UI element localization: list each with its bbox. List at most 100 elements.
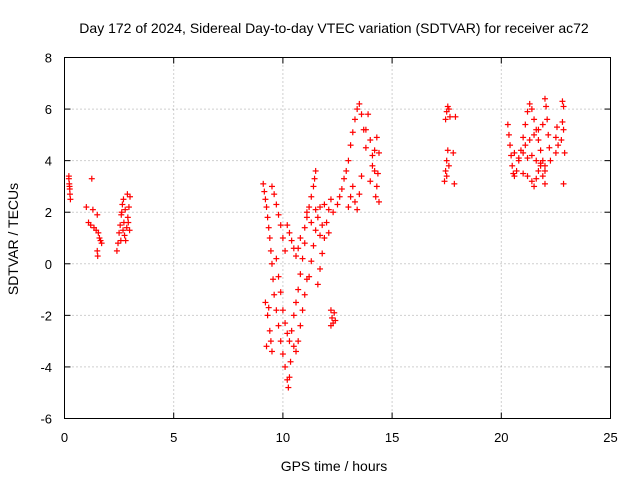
data-point xyxy=(270,276,277,283)
data-point xyxy=(327,307,334,314)
data-point xyxy=(125,219,132,226)
x-tick-label: 10 xyxy=(276,430,290,445)
data-point xyxy=(264,214,271,221)
data-point xyxy=(285,384,292,391)
data-point xyxy=(520,149,527,156)
data-point xyxy=(351,198,358,205)
data-point xyxy=(277,222,284,229)
data-point xyxy=(533,175,540,182)
data-point xyxy=(443,173,450,180)
x-tick-label: 25 xyxy=(603,430,617,445)
data-point xyxy=(87,222,94,229)
data-point xyxy=(303,209,310,216)
data-point xyxy=(125,204,132,211)
data-point xyxy=(509,162,516,169)
data-point xyxy=(365,111,372,118)
data-point xyxy=(452,113,459,120)
data-point xyxy=(504,121,511,128)
data-point xyxy=(531,131,538,138)
data-point xyxy=(267,338,274,345)
data-point xyxy=(544,116,551,123)
data-point xyxy=(522,121,529,128)
data-point xyxy=(268,348,275,355)
data-point xyxy=(560,103,567,110)
data-point xyxy=(546,144,553,151)
data-point xyxy=(261,188,268,195)
data-point xyxy=(358,173,365,180)
data-point xyxy=(511,173,518,180)
data-point xyxy=(293,253,300,260)
data-point xyxy=(290,312,297,319)
data-point xyxy=(319,222,326,229)
data-point xyxy=(308,219,315,226)
data-point xyxy=(539,173,546,180)
x-axis-title: GPS time / hours xyxy=(281,458,388,474)
data-point xyxy=(65,175,72,182)
data-point xyxy=(541,167,548,174)
data-point xyxy=(88,175,95,182)
data-point xyxy=(539,121,546,128)
data-point xyxy=(314,281,321,288)
data-point xyxy=(531,116,538,123)
data-point xyxy=(552,134,559,141)
data-point xyxy=(371,167,378,174)
data-point xyxy=(445,162,452,169)
data-point xyxy=(94,253,101,260)
data-point xyxy=(295,286,302,293)
data-point xyxy=(349,129,356,136)
x-tick-label: 20 xyxy=(494,430,508,445)
data-point xyxy=(356,100,363,107)
data-point xyxy=(282,247,289,254)
data-point xyxy=(372,193,379,200)
data-point xyxy=(293,348,300,355)
data-point xyxy=(522,142,529,149)
data-point xyxy=(528,152,535,159)
data-point xyxy=(367,178,374,185)
data-point xyxy=(505,131,512,138)
data-point xyxy=(442,167,449,174)
data-point xyxy=(362,144,369,151)
data-point xyxy=(511,149,518,156)
data-point xyxy=(124,191,131,198)
data-point xyxy=(301,291,308,298)
data-point xyxy=(264,312,271,319)
data-point xyxy=(266,235,273,241)
data-point xyxy=(268,260,275,267)
data-point xyxy=(66,191,73,198)
data-point xyxy=(354,106,361,113)
data-point xyxy=(559,118,566,125)
data-point xyxy=(441,178,448,185)
data-point xyxy=(295,338,302,345)
data-point xyxy=(120,196,127,203)
x-tick-label: 0 xyxy=(61,430,68,445)
data-point xyxy=(526,100,533,107)
y-tick-label: -2 xyxy=(40,308,52,323)
y-tick-label: 4 xyxy=(45,154,52,169)
x-tick-label: 15 xyxy=(385,430,399,445)
data-point xyxy=(299,307,306,314)
data-point xyxy=(375,198,382,205)
data-point xyxy=(323,219,330,226)
data-point xyxy=(312,206,319,213)
data-point xyxy=(560,180,567,187)
data-point xyxy=(308,258,315,265)
data-point xyxy=(535,167,542,174)
data-point xyxy=(260,180,267,187)
data-point xyxy=(559,98,566,105)
data-point xyxy=(552,149,559,156)
data-point xyxy=(375,149,382,156)
data-point xyxy=(265,224,272,231)
data-point xyxy=(508,152,515,159)
data-point xyxy=(314,214,321,221)
data-point xyxy=(263,343,270,350)
data-point xyxy=(293,299,300,306)
data-point xyxy=(275,273,282,280)
x-tick-labels: 0 5 10 15 20 25 xyxy=(61,430,618,445)
data-point xyxy=(118,209,125,216)
data-point xyxy=(284,330,291,337)
data-point xyxy=(327,196,334,203)
data-point xyxy=(126,227,133,234)
data-point xyxy=(262,299,269,306)
data-point xyxy=(273,307,280,314)
data-point xyxy=(526,137,533,144)
